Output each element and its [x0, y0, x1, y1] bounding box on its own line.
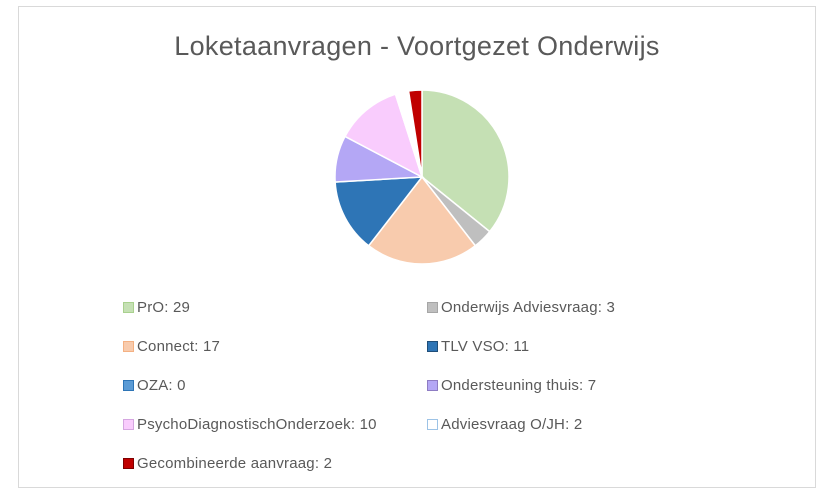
legend-item-ondersteuning-thuis: Ondersteuning thuis: 7 — [427, 377, 596, 394]
legend-swatch-gecombineerde-aanvraag — [123, 458, 134, 469]
legend-item-connect: Connect: 17 — [123, 338, 220, 355]
legend-item-oza: OZA: 0 — [123, 377, 186, 394]
legend-swatch-adviesvraag-o-jh — [427, 419, 438, 430]
legend-label-oza: OZA: 0 — [137, 377, 186, 394]
legend-label-psychodiagnostischonderzoek: PsychoDiagnostischOnderzoek: 10 — [137, 416, 377, 433]
legend-label-gecombineerde-aanvraag: Gecombineerde aanvraag: 2 — [137, 455, 333, 472]
legend-item-adviesvraag-o-jh: Adviesvraag O/JH: 2 — [427, 416, 582, 433]
legend-swatch-pro — [123, 302, 134, 313]
legend-swatch-psychodiagnostischonderzoek — [123, 419, 134, 430]
pie-slice-tlv-vso — [334, 176, 424, 247]
legend-swatch-onderwijs-adviesvraag — [427, 302, 438, 313]
legend-item-psychodiagnostischonderzoek: PsychoDiagnostischOnderzoek: 10 — [123, 416, 377, 433]
legend-label-pro: PrO: 29 — [137, 299, 191, 316]
legend-label-adviesvraag-o-jh: Adviesvraag O/JH: 2 — [441, 416, 583, 433]
pie-chart — [334, 89, 510, 265]
legend-item-onderwijs-adviesvraag: Onderwijs Adviesvraag: 3 — [427, 299, 615, 316]
legend-label-ondersteuning-thuis: Ondersteuning thuis: 7 — [441, 377, 597, 394]
chart-title: Loketaanvragen - Voortgezet Onderwijs — [174, 31, 660, 61]
legend-swatch-ondersteuning-thuis — [427, 380, 438, 391]
pie-slice-connect — [367, 175, 477, 265]
pie-slice-gecombineerde-aanvraag — [407, 89, 423, 178]
legend-swatch-tlv-vso — [427, 341, 438, 352]
legend-item-pro: PrO: 29 — [123, 299, 190, 316]
legend-item-gecombineerde-aanvraag: Gecombineerde aanvraag: 2 — [123, 455, 332, 472]
legend-label-tlv-vso: TLV VSO: 11 — [441, 338, 530, 355]
pie-slice-pro — [421, 89, 510, 233]
legend-swatch-connect — [123, 341, 134, 352]
pie-slice-psychodiagnostischonderzoek — [344, 93, 424, 179]
chart-frame: Loketaanvragen - Voortgezet Onderwijs Pr… — [18, 6, 816, 488]
legend-swatch-oza — [123, 380, 134, 391]
legend-label-onderwijs-adviesvraag: Onderwijs Adviesvraag: 3 — [441, 299, 616, 316]
legend-label-connect: Connect: 17 — [137, 338, 221, 355]
legend-item-tlv-vso: TLV VSO: 11 — [427, 338, 529, 355]
